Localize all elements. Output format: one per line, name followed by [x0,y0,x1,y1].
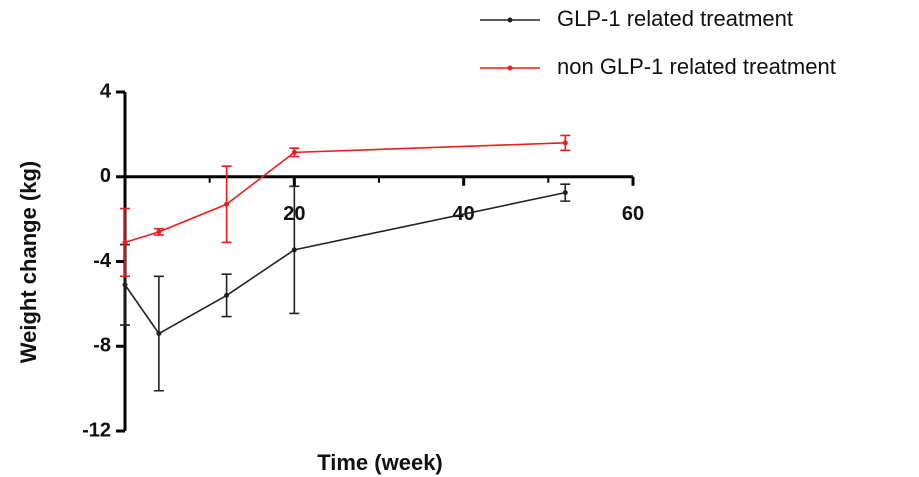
series-line [124,191,566,335]
series-line [124,142,566,244]
data-point [224,201,230,207]
x-tick-label: 60 [622,203,644,225]
data-point [156,331,162,337]
data-point [122,282,128,288]
data-point [562,190,568,196]
y-tick-label: -4 [93,250,112,272]
y-tick-label: 4 [100,80,112,102]
legend-marker [507,17,513,23]
legend-marker [507,65,513,71]
data-point [562,140,568,146]
y-tick-label: 0 [100,165,111,187]
x-axis-label: Time (week) [317,450,443,475]
legend-label: GLP-1 related treatment [557,6,793,31]
data-point [291,149,297,155]
y-axis-label: Weight change (kg) [16,161,41,364]
data-point [156,229,162,235]
y-tick-label: -8 [93,335,111,357]
data-point [224,292,230,298]
y-tick-label: -12 [82,419,111,441]
data-point [122,239,128,245]
legend-label: non GLP-1 related treatment [557,54,836,79]
data-point [291,247,297,253]
